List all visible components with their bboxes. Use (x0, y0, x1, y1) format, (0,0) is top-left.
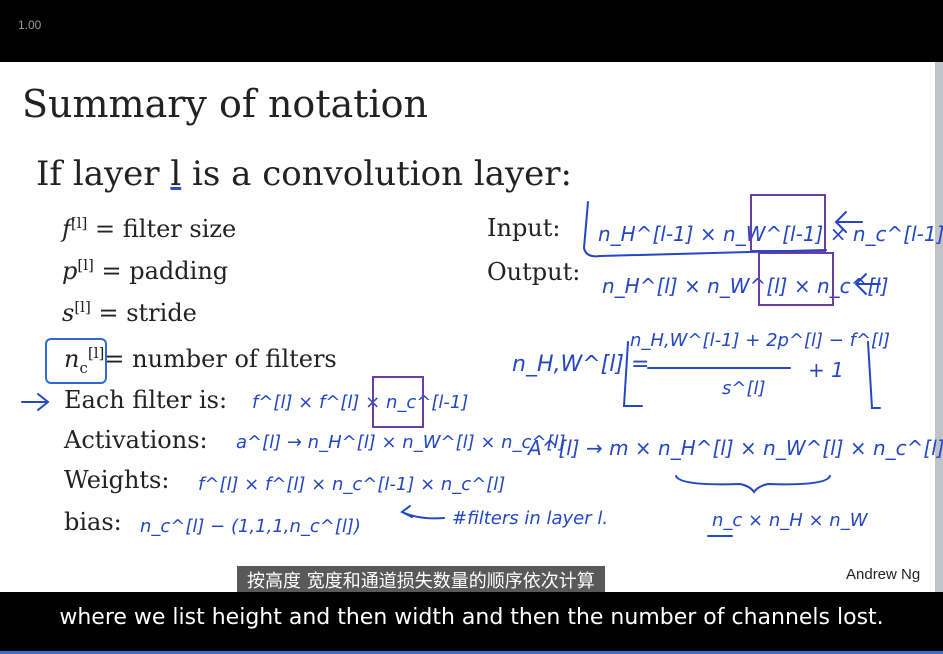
hw-formula-num: n_H,W^[l-1] + 2p^[l] − f^[l] (630, 330, 891, 351)
row-padding: p[l] = padding (62, 256, 228, 285)
row-each-filter: Each filter is: (64, 386, 228, 414)
nfilters-sup: [l] (87, 344, 105, 362)
nfilters-text: = number of filters (104, 345, 337, 373)
filter-text: = filter size (87, 215, 237, 243)
num-filters-highlight-box (45, 338, 107, 384)
input-bracket-mark (582, 201, 827, 258)
output-arrow-mark (854, 273, 881, 295)
row-activations: Activations: (64, 426, 208, 454)
row-input-label: Input: (487, 214, 561, 242)
padding-text: = padding (93, 257, 229, 285)
hw-formula-tail: + 1 (808, 358, 844, 382)
hw-output-dims: n_H^[l] × n_W^[l] × n_c^[l] (602, 274, 889, 298)
nfilters-sym: n (64, 345, 80, 373)
headline-pre: If layer (36, 154, 171, 194)
headline-l: l (170, 154, 182, 194)
row-bias: bias: (64, 508, 122, 536)
row-num-filters: nc[l]= number of filters (64, 344, 337, 377)
subtitle-chinese: 按高度 宽度和通道损失数量的顺序依次计算 (237, 566, 605, 594)
headline-post: is a convolution layer: (181, 154, 573, 194)
hw-formula-den: s^[l] (722, 378, 766, 399)
output-channel-box (758, 252, 834, 306)
slide-edge (935, 62, 943, 592)
note-arrow-mark (400, 505, 445, 520)
handwriting-strokes (21, 201, 881, 537)
row-filter-size: f[l] = filter size (62, 214, 236, 243)
input-arrow-mark (834, 211, 863, 233)
slide-title: Summary of notation (22, 82, 429, 126)
row-weights: Weights: (64, 466, 170, 494)
padding-sym: p (62, 257, 78, 285)
row-output-label: Output: (487, 258, 581, 286)
hw-filters-note: #filters in layer l. (452, 508, 609, 529)
padding-sup: [l] (77, 256, 94, 274)
stride-sup: [l] (74, 298, 91, 316)
author-credit: Andrew Ng (846, 566, 921, 583)
filter-sup: [l] (70, 214, 88, 232)
playback-speed[interactable]: 1.00 (18, 18, 42, 32)
hw-activation-dims: a^[l] → n_H^[l] × n_W^[l] × n_c^[l] (236, 432, 566, 453)
slide-headline: If layer l is a convolution layer: (36, 154, 572, 194)
nfilters-sub: c (79, 358, 88, 377)
floor-right-mark (867, 341, 881, 409)
hw-bias-dims: n_c^[l] − (1,1,1,n_c^[l]) (140, 516, 361, 537)
stride-text: = stride (90, 299, 197, 327)
hw-each-dims: f^[l] × f^[l] × n_c^[l-1] (252, 392, 469, 413)
hw-order-note: n_c × n_H × n_W (712, 510, 868, 531)
lecture-slide: Summary of notation If layer l is a conv… (0, 62, 943, 592)
player-top-bar: 1.00 (0, 0, 943, 62)
stride-sym: s (62, 299, 75, 327)
floor-left-mark (622, 341, 643, 407)
each-filter-arrow-mark (21, 393, 50, 411)
hw-big-activation: A^[l] → m × n_H^[l] × n_W^[l] × n_c^[l] (528, 436, 943, 460)
filter-sym: f (62, 215, 71, 243)
player-progress-line[interactable] (0, 651, 943, 654)
hw-weight-dims: f^[l] × f^[l] × n_c^[l-1] × n_c^[l] (198, 474, 506, 495)
row-stride: s[l] = stride (62, 298, 197, 327)
each-filter-box (372, 376, 424, 428)
order-brace-mark (675, 475, 831, 494)
hw-input-dims: n_H^[l-1] × n_W^[l-1] × n_c^[l-1] (598, 222, 943, 246)
player-bottom-bar (0, 592, 943, 654)
subtitle-english: where we list height and then width and … (59, 605, 884, 630)
